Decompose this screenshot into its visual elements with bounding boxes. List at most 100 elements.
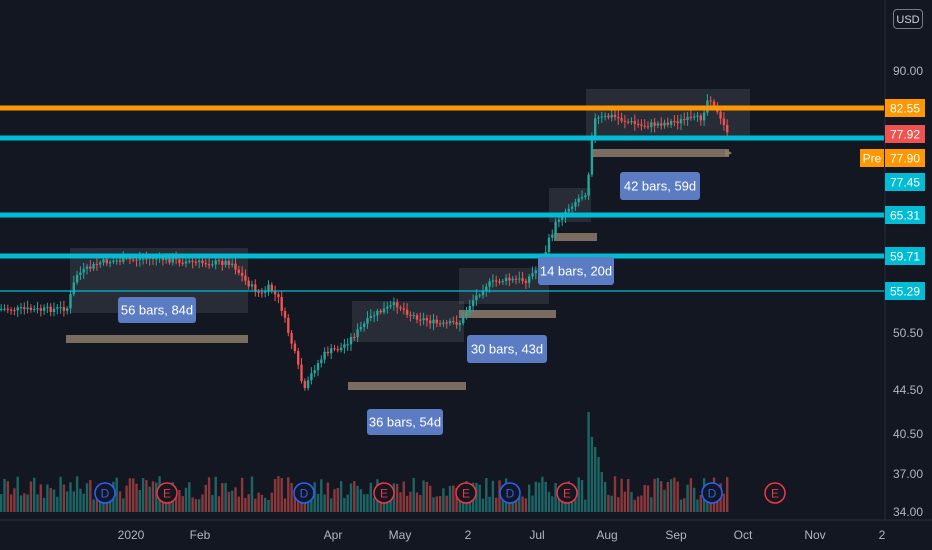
candle-body xyxy=(56,307,59,309)
candle-body xyxy=(353,337,356,339)
volume-bar xyxy=(528,484,531,512)
volume-bar xyxy=(191,497,194,512)
candle-body xyxy=(547,237,551,252)
volume-bar xyxy=(254,498,257,512)
candle-body xyxy=(412,315,415,317)
candle-body xyxy=(108,262,112,264)
volume-bar xyxy=(557,496,561,512)
candle-body xyxy=(201,260,204,264)
volume-bar xyxy=(138,490,141,512)
volume-bar xyxy=(445,495,448,512)
candle-body xyxy=(349,337,353,345)
candle-body xyxy=(590,138,594,175)
volume-bar xyxy=(455,487,458,512)
candle-body xyxy=(122,257,125,262)
volume-bar xyxy=(554,482,557,512)
volume-bar xyxy=(161,495,165,512)
volume-bar xyxy=(594,447,597,512)
candle-body xyxy=(376,310,379,316)
volume-bar xyxy=(660,481,663,512)
candle-body xyxy=(504,277,508,282)
candle-body xyxy=(709,100,712,102)
candle-body xyxy=(313,370,316,374)
volume-bar xyxy=(330,498,333,512)
price-label-box xyxy=(885,282,925,300)
volume-bar xyxy=(597,457,600,512)
candle-body xyxy=(36,308,39,310)
volume-bar xyxy=(244,497,247,512)
candle-body xyxy=(627,121,630,123)
candle-body xyxy=(455,322,458,325)
candle-body xyxy=(435,319,438,324)
candle-body xyxy=(372,315,376,317)
candles xyxy=(0,94,729,391)
x-tick-label: 2020 xyxy=(118,528,145,542)
volume-bar xyxy=(495,497,498,512)
candle-body xyxy=(422,318,425,321)
currency-button[interactable]: USD xyxy=(893,9,923,29)
candle-body xyxy=(719,111,722,119)
volume-bar xyxy=(396,484,399,512)
volume-bar xyxy=(115,477,118,512)
candle-body xyxy=(683,119,686,121)
price-label-box xyxy=(885,99,925,117)
candle-body xyxy=(369,315,372,319)
candle-body xyxy=(95,263,99,265)
volume-bar xyxy=(9,494,13,512)
candle-body xyxy=(339,347,343,351)
volume-bar xyxy=(336,488,339,512)
candle-body xyxy=(514,278,518,280)
event-marker-letter: E xyxy=(771,487,779,501)
volume-bar xyxy=(405,495,409,512)
range-annotations: 56 bars, 84d 36 bars, 54d 30 bars, 43d 14 b… xyxy=(118,172,700,435)
volume-bar xyxy=(247,494,250,512)
candle-body xyxy=(438,323,442,325)
range-duration-bar xyxy=(348,382,466,390)
volume-bar xyxy=(95,496,99,512)
volume-bar xyxy=(270,492,273,512)
volume-bar xyxy=(227,491,231,512)
volume-bar xyxy=(6,481,9,512)
candle-body xyxy=(207,264,211,266)
candle-body xyxy=(577,198,580,203)
pre-market-box xyxy=(860,149,884,167)
volume-bar xyxy=(379,495,382,512)
candle-body xyxy=(485,286,488,292)
volume-bar xyxy=(33,477,36,512)
candle-body xyxy=(79,272,82,276)
candle-body xyxy=(102,259,105,263)
volume-bar xyxy=(148,486,151,512)
price-label-text: 77.92 xyxy=(890,128,920,142)
volume-bar xyxy=(224,482,227,512)
volume-bar xyxy=(135,483,138,512)
candle-body xyxy=(92,263,95,269)
candle-body xyxy=(607,115,610,118)
y-tick-label: 44.50 xyxy=(893,383,923,397)
volume-bar xyxy=(432,497,435,512)
candle-body xyxy=(211,264,214,266)
volume-bar xyxy=(372,497,376,512)
candle-body xyxy=(399,307,402,309)
candle-body xyxy=(650,122,653,128)
volume-bar xyxy=(435,496,438,512)
candle-body xyxy=(204,263,207,265)
range-box xyxy=(459,268,549,304)
volume-bar xyxy=(419,494,422,512)
candle-body xyxy=(551,234,554,238)
range-label-box xyxy=(367,409,443,435)
candle-body xyxy=(689,116,693,118)
candle-body xyxy=(277,294,280,297)
volume-bar xyxy=(617,497,620,512)
volume-bar xyxy=(666,481,669,512)
volume-bar xyxy=(207,477,211,512)
volume-bar xyxy=(462,497,465,512)
range-label: 56 bars, 84d xyxy=(121,303,193,318)
candle-body xyxy=(145,258,148,260)
candle-body xyxy=(62,307,66,311)
price-label-box xyxy=(885,247,925,265)
candle-body xyxy=(257,291,260,293)
candle-body xyxy=(620,118,623,121)
volume-bar xyxy=(425,481,429,512)
